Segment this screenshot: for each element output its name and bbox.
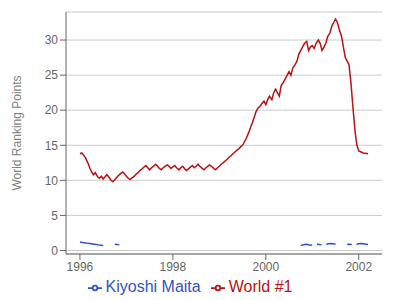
svg-text:1996: 1996 [67, 260, 94, 274]
svg-text:20: 20 [45, 103, 59, 117]
svg-text:10: 10 [45, 174, 59, 188]
svg-text:2000: 2000 [252, 260, 279, 274]
svg-text:25: 25 [45, 68, 59, 82]
svg-text:5: 5 [51, 209, 58, 223]
html-text:World #1: World #1 [228, 278, 293, 295]
svg-text:2002: 2002 [345, 260, 372, 274]
svg-text:World Ranking Points: World Ranking Points [10, 75, 24, 190]
svg-text:0: 0 [51, 244, 58, 258]
svg-text:30: 30 [45, 33, 59, 47]
svg-text:1998: 1998 [160, 260, 187, 274]
svg-text:15: 15 [45, 139, 59, 153]
html-text:Kiyoshi Maita: Kiyoshi Maita [105, 278, 201, 295]
